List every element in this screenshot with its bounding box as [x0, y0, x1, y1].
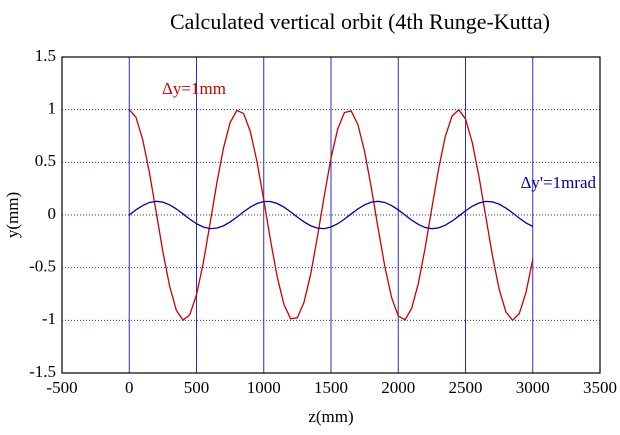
x-tick-label: 0: [125, 378, 134, 397]
y-tick-label: 1.5: [35, 46, 56, 65]
y-tick-label: -1.5: [29, 362, 56, 381]
y-tick-label: -0.5: [29, 257, 56, 276]
x-tick-label: 3000: [516, 378, 550, 397]
series-label: Δy'=1mrad: [520, 173, 596, 192]
y-tick-label: 1: [48, 99, 57, 118]
x-tick-label: 2000: [381, 378, 415, 397]
plot-frame: [61, 56, 601, 374]
series-line: [128, 200, 534, 230]
series-line: [128, 108, 534, 322]
y-tick-label: -1: [42, 309, 56, 328]
y-tick-label: 0.5: [35, 151, 56, 170]
x-tick-label: -500: [46, 378, 77, 397]
x-tick-label: 1000: [247, 378, 281, 397]
y-axis-label: y(mm): [3, 192, 22, 238]
x-tick-label: 2500: [449, 378, 483, 397]
x-axis-label: z(mm): [308, 407, 353, 426]
x-tick-label: 1500: [314, 378, 348, 397]
series-label: Δy=1mm: [162, 79, 226, 98]
x-tick-label: 500: [184, 378, 210, 397]
x-tick-label: 3500: [583, 378, 617, 397]
chart-title: Calculated vertical orbit (4th Runge-Kut…: [170, 9, 550, 34]
y-tick-label: 0: [48, 204, 57, 223]
